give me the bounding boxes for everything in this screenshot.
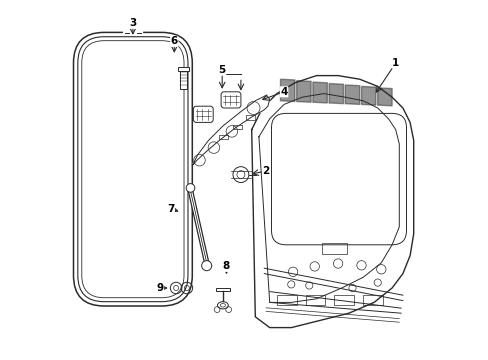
Polygon shape [377, 88, 391, 106]
Circle shape [201, 261, 211, 271]
Text: 5: 5 [218, 65, 225, 75]
Polygon shape [296, 81, 310, 102]
Text: 3: 3 [129, 18, 136, 28]
Text: 9: 9 [156, 283, 163, 293]
Text: 6: 6 [170, 36, 178, 46]
Text: 8: 8 [223, 261, 230, 271]
FancyBboxPatch shape [221, 92, 241, 108]
Bar [177, 67, 189, 71]
Polygon shape [361, 86, 375, 105]
Text: 2: 2 [262, 166, 269, 176]
Text: 7: 7 [167, 204, 174, 214]
Bar [246, 115, 255, 120]
FancyBboxPatch shape [73, 32, 192, 306]
Polygon shape [312, 82, 326, 103]
Bar [219, 135, 228, 139]
Bar [180, 71, 186, 89]
Polygon shape [280, 79, 294, 102]
Polygon shape [251, 76, 413, 328]
Bar [232, 125, 242, 129]
Text: 4: 4 [280, 87, 287, 97]
Polygon shape [328, 84, 343, 104]
Text: 1: 1 [391, 58, 399, 68]
Bar [215, 288, 230, 291]
Polygon shape [345, 85, 359, 104]
Circle shape [186, 184, 194, 192]
FancyBboxPatch shape [193, 106, 213, 122]
Polygon shape [192, 95, 269, 166]
